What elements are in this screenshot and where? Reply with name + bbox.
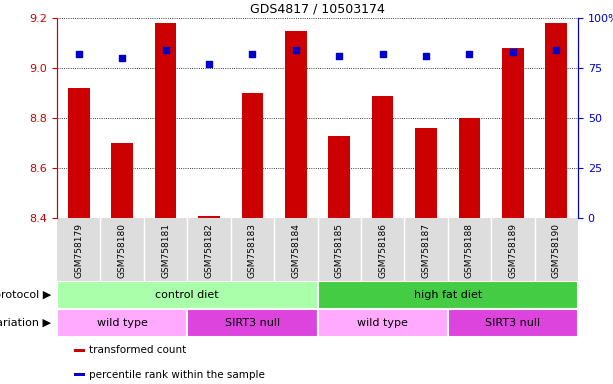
- Point: [334, 53, 344, 59]
- Point: [204, 61, 214, 67]
- Text: GSM758179: GSM758179: [74, 223, 83, 278]
- Title: GDS4817 / 10503174: GDS4817 / 10503174: [250, 2, 385, 15]
- Bar: [198, 215, 220, 218]
- Point: [161, 47, 170, 53]
- Text: SIRT3 null: SIRT3 null: [485, 318, 541, 328]
- Bar: [502, 48, 524, 218]
- Bar: [447, 309, 578, 337]
- Bar: [112, 143, 133, 218]
- Bar: [318, 281, 578, 309]
- Text: GSM758184: GSM758184: [291, 223, 300, 278]
- Text: GSM758183: GSM758183: [248, 223, 257, 278]
- Bar: [318, 309, 447, 337]
- Bar: [154, 23, 177, 218]
- Point: [378, 51, 387, 57]
- Text: GSM758188: GSM758188: [465, 223, 474, 278]
- Point: [551, 47, 561, 53]
- Text: genotype/variation ▶: genotype/variation ▶: [0, 318, 51, 328]
- Point: [465, 51, 474, 57]
- Bar: [242, 93, 263, 218]
- Point: [74, 51, 83, 57]
- Text: GSM758187: GSM758187: [422, 223, 430, 278]
- Text: transformed count: transformed count: [89, 345, 186, 355]
- Text: wild type: wild type: [357, 318, 408, 328]
- Text: GSM758180: GSM758180: [118, 223, 127, 278]
- Point: [508, 49, 518, 55]
- Bar: [371, 96, 394, 218]
- Bar: [546, 23, 567, 218]
- Point: [421, 53, 431, 59]
- Text: control diet: control diet: [156, 290, 219, 300]
- Bar: [68, 88, 89, 218]
- Bar: [57, 309, 187, 337]
- Text: protocol ▶: protocol ▶: [0, 290, 51, 300]
- Bar: [74, 373, 85, 376]
- Text: GSM758185: GSM758185: [335, 223, 344, 278]
- Text: GSM758182: GSM758182: [205, 223, 213, 278]
- Bar: [74, 349, 85, 352]
- Text: GSM758186: GSM758186: [378, 223, 387, 278]
- Text: GSM758181: GSM758181: [161, 223, 170, 278]
- Text: high fat diet: high fat diet: [414, 290, 482, 300]
- Point: [248, 51, 257, 57]
- Text: SIRT3 null: SIRT3 null: [225, 318, 280, 328]
- Point: [291, 47, 301, 53]
- Point: [117, 55, 127, 61]
- Bar: [459, 118, 481, 218]
- Bar: [329, 136, 350, 218]
- Bar: [285, 30, 306, 218]
- Text: wild type: wild type: [97, 318, 148, 328]
- Text: GSM758190: GSM758190: [552, 223, 561, 278]
- Text: percentile rank within the sample: percentile rank within the sample: [89, 369, 265, 380]
- Bar: [57, 281, 318, 309]
- Text: GSM758189: GSM758189: [508, 223, 517, 278]
- Bar: [415, 128, 437, 218]
- Bar: [187, 309, 318, 337]
